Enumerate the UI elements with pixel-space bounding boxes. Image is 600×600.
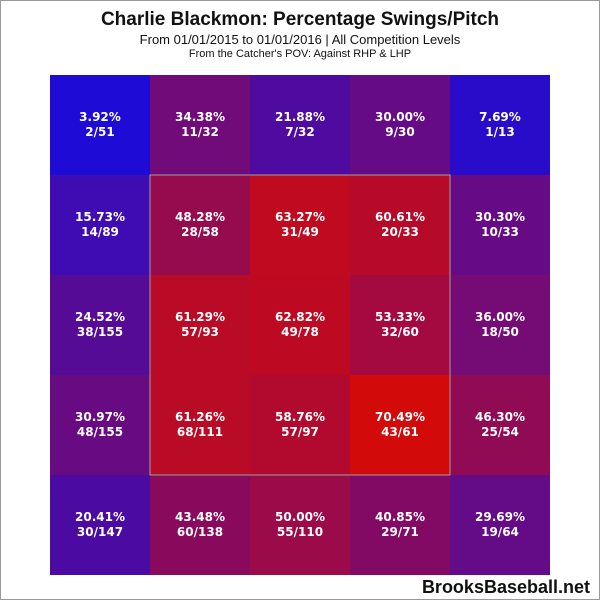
zone-count-label: 60/138	[177, 525, 223, 539]
zone-count-label: 28/58	[181, 225, 219, 239]
zone-pct-label: 20.41%	[75, 510, 125, 524]
chart-title: Charlie Blackmon: Percentage Swings/Pitc…	[100, 9, 500, 30]
zone-cell-r1-c2	[250, 175, 350, 275]
zone-pct-label: 30.00%	[375, 110, 425, 124]
zone-pct-label: 24.52%	[75, 310, 125, 324]
zone-pct-label: 30.97%	[75, 410, 125, 424]
zone-pct-label: 58.76%	[275, 410, 325, 424]
zone-pct-label: 29.69%	[475, 510, 525, 524]
zone-count-label: 31/49	[281, 225, 319, 239]
zone-cell-r4-c0	[50, 475, 150, 575]
zone-pct-label: 61.26%	[175, 410, 225, 424]
zone-pct-label: 50.00%	[275, 510, 325, 524]
zone-count-label: 11/32	[181, 125, 219, 139]
zone-count-label: 9/30	[385, 125, 414, 139]
zone-count-label: 2/51	[85, 125, 114, 139]
zone-cell-r2-c2	[250, 275, 350, 375]
zone-cell-r2-c3	[350, 275, 450, 375]
zone-count-label: 19/64	[481, 525, 519, 539]
chart-pov-note: From the Catcher's POV: Against RHP & LH…	[188, 48, 412, 60]
zone-cell-r2-c0	[50, 275, 150, 375]
strike-zone-outline	[149, 174, 451, 476]
zone-count-label: 29/71	[381, 525, 419, 539]
zone-pct-label: 36.00%	[475, 310, 525, 324]
chart-subtitle: From 01/01/2015 to 01/01/2016 | All Comp…	[139, 32, 461, 47]
zone-pct-label: 62.82%	[275, 310, 325, 324]
zone-count-label: 57/93	[181, 325, 219, 339]
zone-pct-label: 3.92%	[79, 110, 121, 124]
zone-count-label: 25/54	[481, 425, 519, 439]
zone-pct-label: 70.49%	[375, 410, 425, 424]
zone-count-label: 10/33	[481, 225, 519, 239]
zone-count-label: 57/97	[281, 425, 319, 439]
zone-count-label: 43/61	[381, 425, 419, 439]
zone-count-label: 14/89	[81, 225, 119, 239]
zone-cell-r4-c3	[350, 475, 450, 575]
zone-count-label: 30/147	[77, 525, 123, 539]
zone-count-label: 55/110	[277, 525, 323, 539]
zone-pct-label: 40.85%	[375, 510, 425, 524]
zone-count-label: 32/60	[381, 325, 419, 339]
source-credit: BrooksBaseball.net	[421, 577, 590, 597]
zone-cell-r3-c2	[250, 375, 350, 475]
zone-cell-r0-c2	[250, 75, 350, 175]
zone-pct-label: 7.69%	[479, 110, 521, 124]
zone-pct-label: 53.33%	[375, 310, 425, 324]
zone-cell-r1-c1	[150, 175, 250, 275]
zone-cell-r2-c4	[450, 275, 550, 375]
zone-count-label: 49/78	[281, 325, 319, 339]
zone-pct-label: 34.38%	[175, 110, 225, 124]
zone-cell-r1-c0	[50, 175, 150, 275]
zone-cell-r4-c2	[250, 475, 350, 575]
zone-cell-r4-c1	[150, 475, 250, 575]
zone-pct-label: 43.48%	[175, 510, 225, 524]
zone-pct-label: 46.30%	[475, 410, 525, 424]
zone-count-label: 7/32	[285, 125, 314, 139]
zone-pct-label: 15.73%	[75, 210, 125, 224]
zone-count-label: 38/155	[77, 325, 123, 339]
zone-count-label: 48/155	[77, 425, 123, 439]
zone-cell-r2-c1	[150, 275, 250, 375]
zone-count-label: 20/33	[381, 225, 419, 239]
zone-cell-r0-c0	[50, 75, 150, 175]
zone-pct-label: 60.61%	[375, 210, 425, 224]
zone-cell-r3-c0	[50, 375, 150, 475]
zone-count-label: 1/13	[485, 125, 514, 139]
zone-pct-label: 61.29%	[175, 310, 225, 324]
zone-cell-r0-c1	[150, 75, 250, 175]
zone-cell-r0-c4	[450, 75, 550, 175]
zone-cell-r0-c3	[350, 75, 450, 175]
zone-cell-r3-c4	[450, 375, 550, 475]
zone-cell-r3-c1	[150, 375, 250, 475]
zone-count-label: 68/111	[177, 425, 223, 439]
zone-pct-label: 48.28%	[175, 210, 225, 224]
zone-pct-label: 63.27%	[275, 210, 325, 224]
zone-count-label: 18/50	[481, 325, 519, 339]
zone-pct-label: 21.88%	[275, 110, 325, 124]
zone-cell-r4-c4	[450, 475, 550, 575]
zone-cell-r3-c3	[350, 375, 450, 475]
zone-pct-label: 30.30%	[475, 210, 525, 224]
zone-cell-r1-c4	[450, 175, 550, 275]
zone-cell-r1-c3	[350, 175, 450, 275]
